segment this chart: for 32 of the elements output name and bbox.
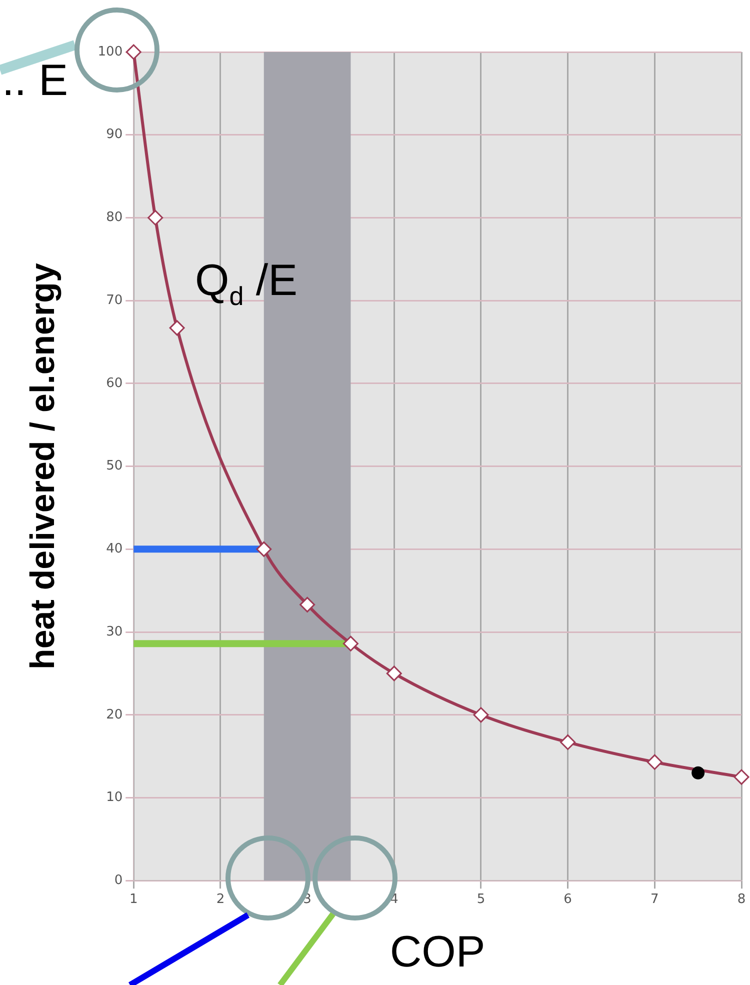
point [342, 636, 358, 652]
y-tick-label: 0 [114, 872, 123, 888]
x-tick-label: 5 [476, 892, 486, 907]
y-axis-title: heat delivered / el.energy [24, 263, 62, 670]
y-tick-label: 80 [106, 210, 123, 226]
y-tick-label: 70 [106, 292, 123, 308]
point [692, 766, 705, 780]
y-tick-label: 50 [106, 458, 123, 474]
x-axis-title: COP [390, 928, 486, 977]
point [646, 754, 662, 770]
y-tick-label: 100 [98, 44, 123, 60]
text: .. E [2, 56, 68, 105]
x-tick-label: 1 [129, 892, 138, 907]
y-tick-label: 30 [106, 624, 123, 640]
x-tick-label: 2 [216, 892, 225, 907]
point [734, 769, 750, 785]
point [386, 666, 402, 682]
point [169, 320, 185, 336]
y-tick-label: 60 [106, 376, 123, 391]
x-tick-label: 7 [650, 892, 659, 907]
point [560, 734, 576, 750]
point [256, 541, 272, 557]
y-tick-label: 90 [106, 127, 123, 142]
y-tick-label: 20 [106, 707, 123, 722]
point [300, 596, 316, 612]
x-tick-label: 8 [737, 892, 746, 907]
point [126, 44, 142, 60]
y-tick-label: 10 [106, 790, 123, 806]
point [148, 210, 164, 226]
y-tick-label: 40 [106, 542, 123, 557]
point [473, 707, 489, 723]
x-tick-label: 6 [564, 892, 572, 907]
